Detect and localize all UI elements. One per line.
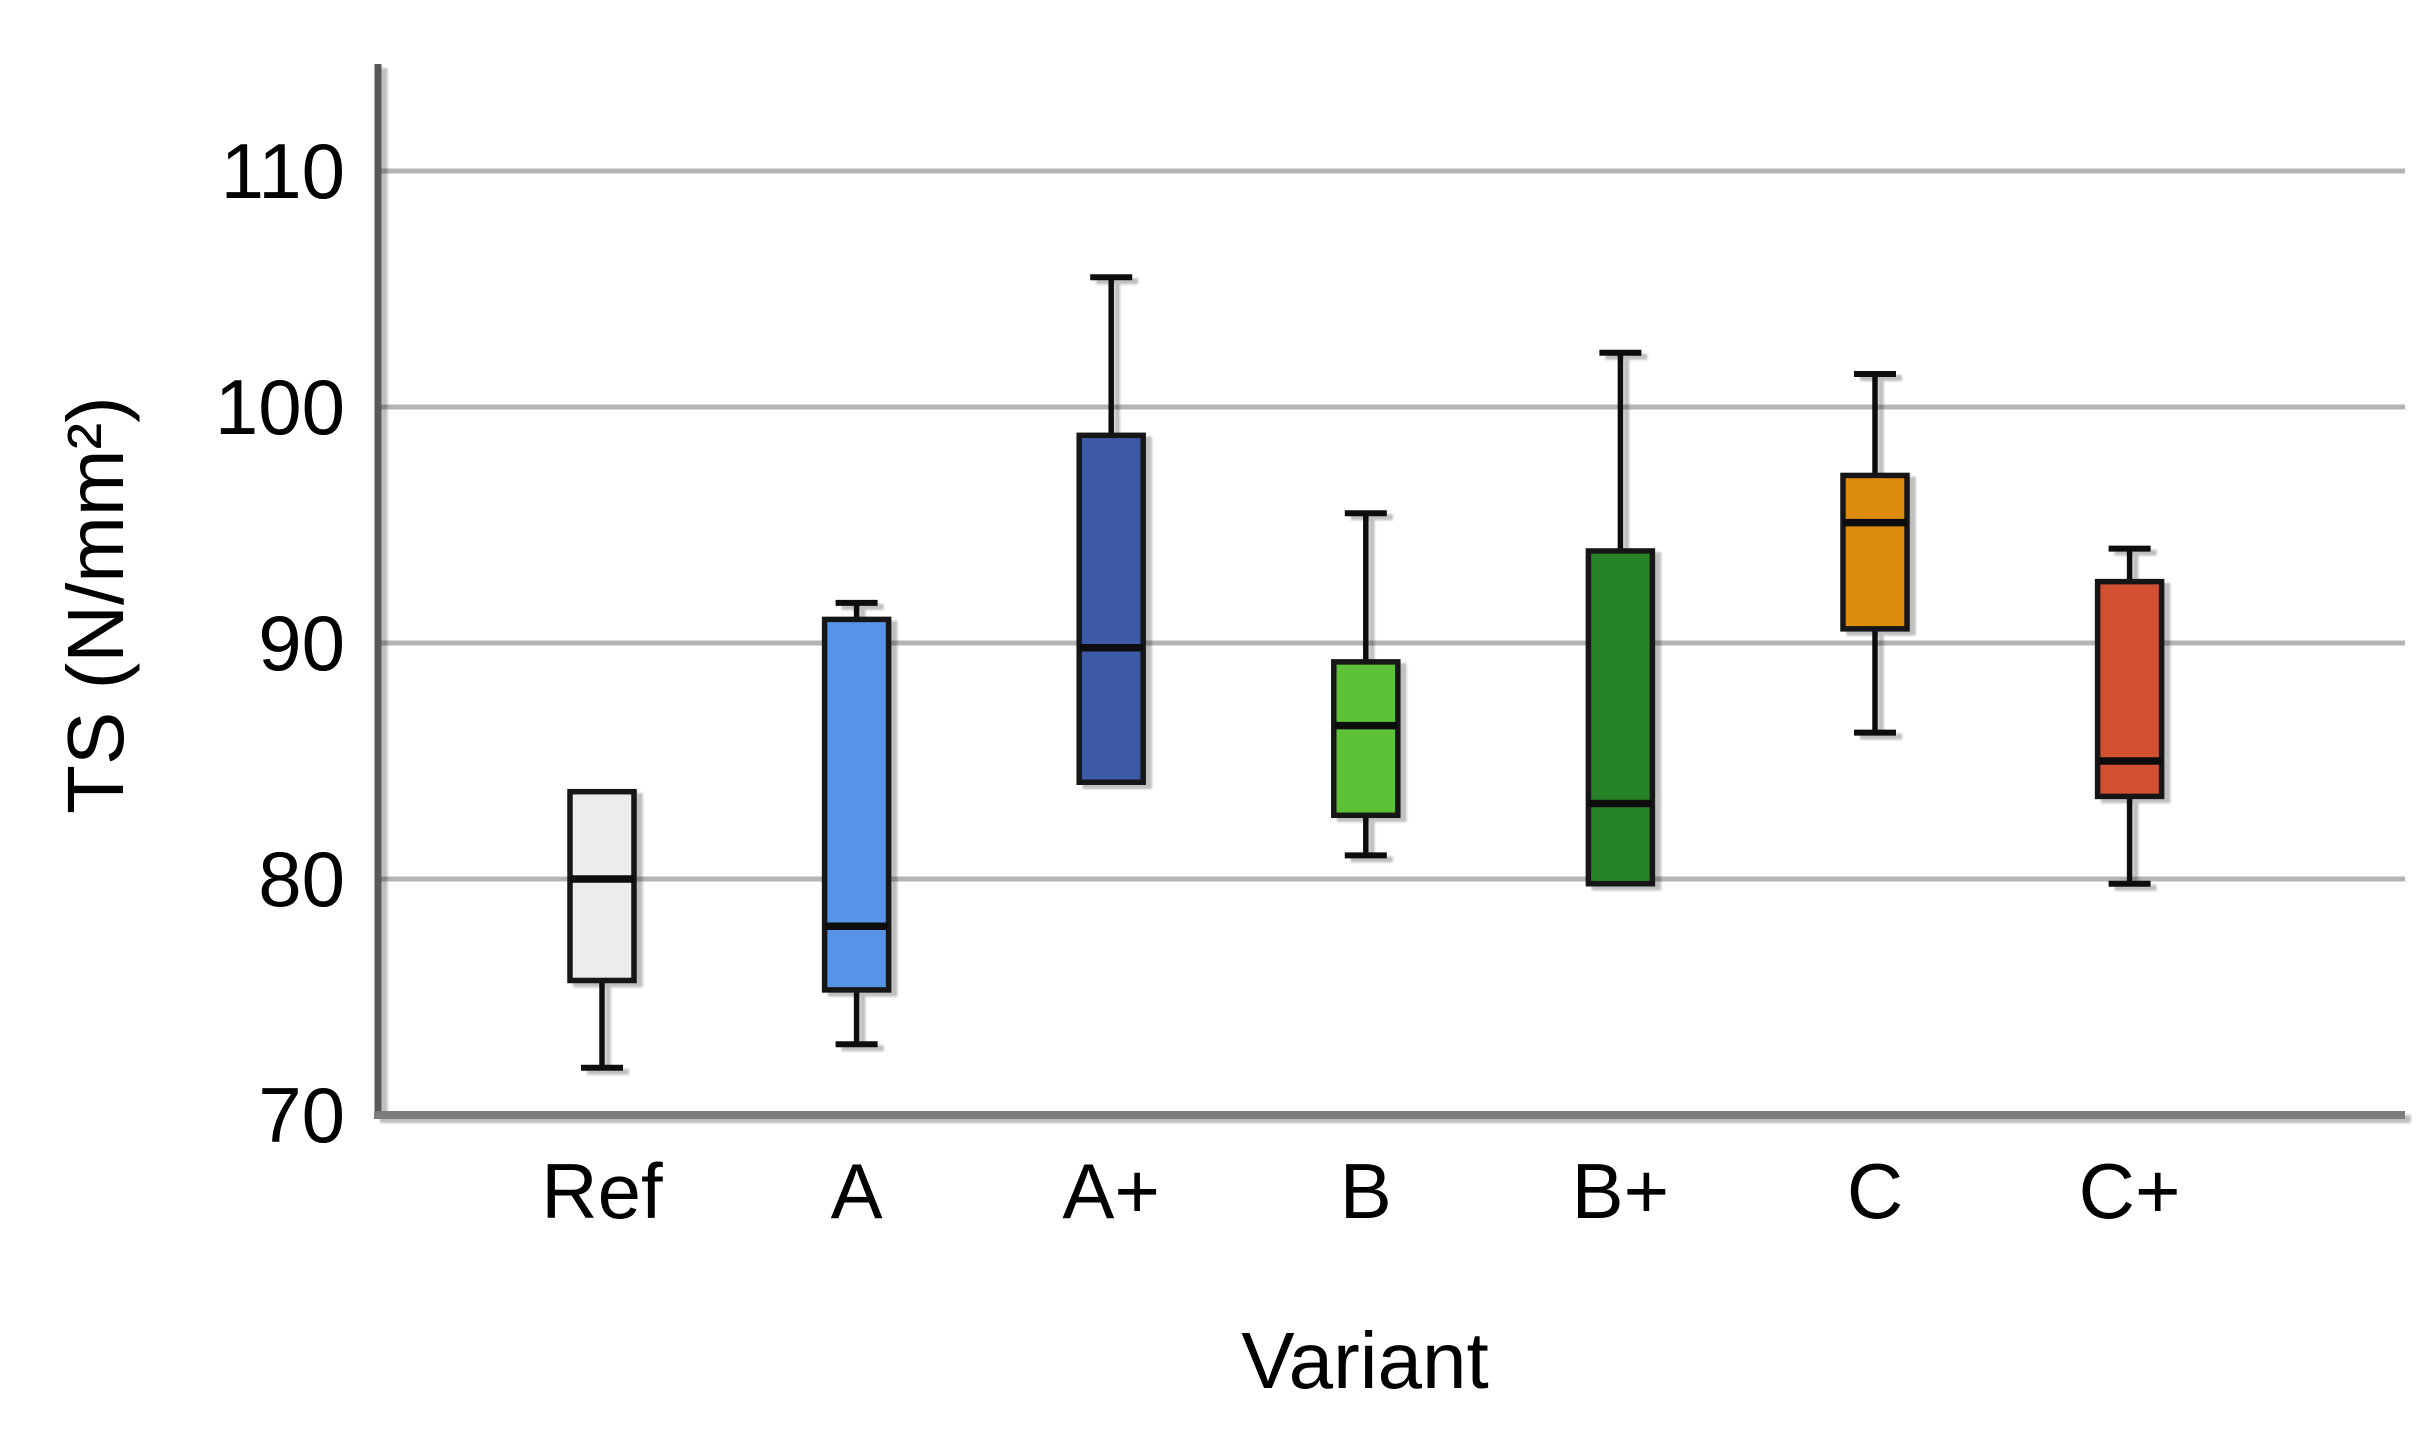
x-category-label-B+: B+ (1572, 1147, 1670, 1235)
x-axis-title: Variant (1241, 1316, 1489, 1405)
box-A (821, 599, 892, 1048)
box-A+ (1076, 274, 1146, 785)
box-B+ (1585, 349, 1656, 887)
y-tick-label-80: 80 (258, 835, 345, 923)
iqr-box (1076, 432, 1146, 785)
plot-area (567, 274, 2165, 1071)
iqr-box (821, 616, 892, 993)
y-tick-label-110: 110 (221, 127, 345, 215)
box-Ref (567, 788, 637, 1071)
x-category-label-C: C (1847, 1147, 1903, 1235)
x-category-label-A: A (831, 1147, 883, 1235)
iqr-box (1331, 659, 1401, 819)
iqr-box (1840, 472, 1910, 632)
iqr-box (567, 788, 637, 984)
x-category-label-Ref: Ref (541, 1147, 663, 1235)
box-C+ (2094, 545, 2165, 887)
x-category-label-B: B (1340, 1147, 1392, 1235)
y-tick-label-90: 90 (258, 599, 345, 687)
y-tick-label-70: 70 (258, 1071, 345, 1159)
x-category-label-A+: A+ (1062, 1147, 1160, 1235)
axes (374, 64, 2405, 1119)
box-C (1840, 370, 1910, 736)
y-tick-label-100: 100 (215, 363, 345, 451)
x-category-label-C+: C+ (2079, 1147, 2181, 1235)
y-axis-title: TS (N/mm²) (51, 396, 140, 814)
gridlines (378, 168, 2405, 882)
box-B (1331, 510, 1401, 859)
iqr-box (1585, 548, 1656, 887)
y-tick-labels: 70 80 90 100 110 (215, 127, 345, 1159)
x-category-labels: Ref A A+ B B+ C C+ (541, 1147, 2180, 1235)
